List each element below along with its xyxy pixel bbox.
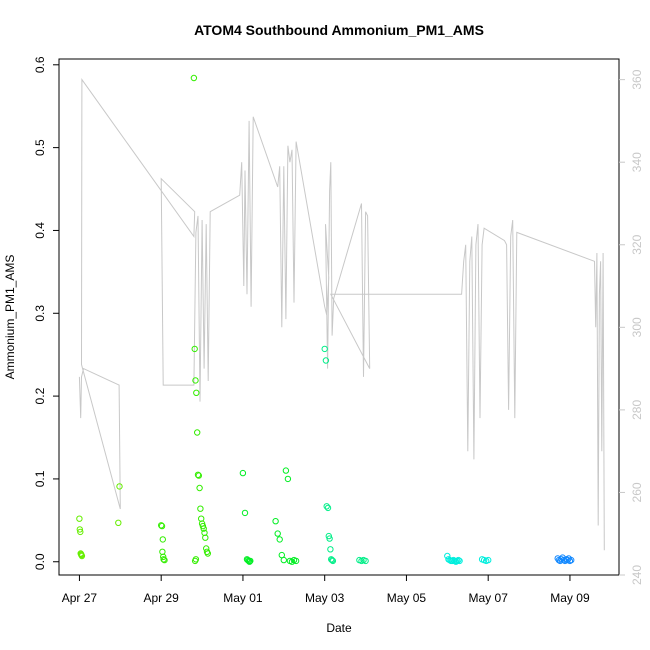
plot-frame xyxy=(58,58,620,576)
secondary-line-layer xyxy=(78,78,605,551)
data-point xyxy=(362,557,369,565)
y-tick-label: 0.0 xyxy=(33,553,47,570)
data-point xyxy=(195,472,203,479)
scatter-layer xyxy=(76,74,575,565)
data-point xyxy=(284,475,292,483)
y-tick-label: 0.1 xyxy=(33,470,47,487)
x-tick-label: May 07 xyxy=(469,591,509,605)
y2-tick-label: 240 xyxy=(630,565,644,585)
data-point xyxy=(115,519,122,526)
data-point xyxy=(158,522,165,529)
data-point xyxy=(202,534,209,541)
x-axis-label: Date xyxy=(326,621,352,635)
data-point xyxy=(191,557,199,565)
data-point xyxy=(239,469,247,477)
data-point xyxy=(328,556,335,563)
y2-tick-label: 260 xyxy=(630,482,644,502)
y-tick-label: 0.2 xyxy=(33,387,47,404)
data-point xyxy=(329,557,337,565)
data-point xyxy=(76,526,84,533)
y-axis: 0.0 0.1 0.2 0.3 0.4 0.5 0.6 xyxy=(33,56,60,570)
data-point xyxy=(324,504,332,512)
data-point xyxy=(197,505,204,512)
y-tick-label: 0.3 xyxy=(33,305,47,322)
data-point xyxy=(455,556,462,564)
data-point xyxy=(247,557,254,565)
data-point xyxy=(159,536,167,543)
y-axis-label: Ammonium_PM1_AMS xyxy=(3,255,17,380)
data-point xyxy=(160,553,167,560)
data-point xyxy=(282,467,290,474)
data-point xyxy=(191,345,198,353)
data-point xyxy=(485,556,492,564)
y-tick-label: 0.4 xyxy=(33,222,47,239)
data-point xyxy=(200,525,207,532)
data-point xyxy=(192,377,199,384)
data-point xyxy=(116,483,123,490)
data-point xyxy=(276,536,283,543)
y2-tick-label: 320 xyxy=(630,234,644,254)
data-point xyxy=(78,552,86,560)
secondary-series-line xyxy=(78,78,605,551)
data-point xyxy=(194,471,202,478)
x-axis: Apr 27 Apr 29 May 01 May 03 May 05 May 07 May … xyxy=(62,574,590,605)
data-point xyxy=(159,548,166,555)
data-point xyxy=(204,550,212,557)
y2-tick-label: 340 xyxy=(630,152,644,172)
x-tick-label: May 03 xyxy=(305,591,345,605)
data-point xyxy=(246,558,253,565)
y-tick-label: 0.6 xyxy=(33,56,47,73)
y2-tick-label: 280 xyxy=(630,400,644,420)
data-point xyxy=(161,556,168,564)
data-point xyxy=(280,556,287,564)
data-point xyxy=(196,484,203,492)
data-point xyxy=(292,557,300,565)
data-point xyxy=(158,522,166,530)
data-point xyxy=(328,556,336,564)
data-point xyxy=(288,558,296,565)
y-tick-label: 0.5 xyxy=(33,139,47,156)
y2-axis: 240 260 280 300 320 340 360 xyxy=(619,69,644,585)
data-point xyxy=(322,357,330,364)
data-point xyxy=(193,389,200,396)
data-point xyxy=(274,530,281,537)
data-point xyxy=(326,535,333,542)
x-tick-label: Apr 27 xyxy=(62,591,98,605)
data-point xyxy=(241,509,249,517)
data-point xyxy=(272,518,279,525)
x-tick-label: May 01 xyxy=(223,591,263,605)
data-point xyxy=(327,546,334,553)
data-point xyxy=(568,556,575,564)
data-point xyxy=(456,557,463,565)
data-point xyxy=(323,503,330,510)
chart-title: ATOM4 Southbound Ammonium_PM1_AMS xyxy=(194,22,484,38)
data-point xyxy=(194,429,201,436)
y2-tick-label: 300 xyxy=(630,317,644,337)
data-point xyxy=(160,556,167,563)
data-point xyxy=(453,557,461,565)
y2-tick-label: 360 xyxy=(630,69,644,89)
data-point xyxy=(76,515,83,522)
data-point xyxy=(566,557,574,565)
data-point xyxy=(77,528,84,536)
data-point xyxy=(190,74,198,82)
data-point xyxy=(321,345,328,353)
x-tick-label: May 05 xyxy=(387,591,427,605)
x-tick-label: May 09 xyxy=(550,591,590,605)
x-tick-label: Apr 29 xyxy=(144,591,180,605)
